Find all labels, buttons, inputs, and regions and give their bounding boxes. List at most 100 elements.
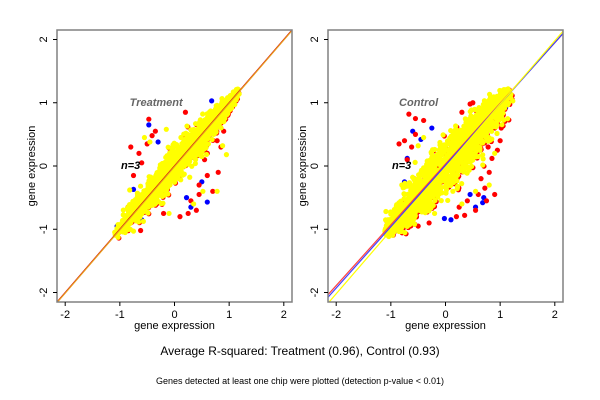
data-point-yellow [187,137,193,143]
data-point-yellow [510,98,516,104]
data-point-yellow [486,91,493,97]
data-point-yellow [184,132,190,138]
fit-yellow-line [328,30,563,302]
data-point-yellow [187,174,193,180]
data-point-yellow [206,132,212,138]
data-point-yellow [115,234,121,240]
data-point-blue [155,139,161,145]
data-point-yellow [413,176,419,182]
data-point-yellow [214,188,220,194]
data-point-red [396,141,402,147]
data-point-yellow [505,116,511,122]
data-point-yellow [417,177,423,183]
data-point-yellow [404,214,410,221]
data-point-yellow [159,171,165,177]
data-point-yellow [145,210,151,216]
control-panel-title: Control [399,97,439,109]
data-point-yellow [437,145,443,151]
data-point-yellow [209,136,215,143]
data-point-red [196,182,202,188]
data-point-yellow [180,141,186,147]
data-point-yellow [474,134,481,140]
treatment-n-annotation: n=3 [121,160,140,172]
data-point-yellow [170,142,176,148]
data-point-red [483,198,490,204]
data-point-yellow [174,143,180,149]
data-point-yellow [438,185,444,191]
data-point-yellow [470,157,476,163]
data-point-red [421,117,427,124]
data-point-yellow [483,99,489,105]
data-point-yellow [166,155,172,161]
data-point-yellow [430,187,436,194]
data-point-yellow [419,200,425,206]
data-point-yellow [418,204,424,210]
data-point-yellow [192,160,198,167]
data-point-red [472,207,479,213]
data-point-yellow [185,155,191,161]
data-point-yellow [158,163,164,169]
data-point-yellow [429,147,436,153]
data-point-yellow [178,134,184,141]
data-point-red [492,191,498,198]
r-squared-caption: Average R-squared: Treatment (0.96), Con… [160,344,439,358]
data-point-yellow [469,163,475,170]
data-point-red [128,144,134,150]
data-point-red [462,212,468,218]
data-point-yellow [491,96,498,102]
data-point-red [149,133,155,139]
data-point-yellow [442,175,448,181]
data-point-yellow [154,173,160,179]
data-point-yellow [203,151,210,158]
y-tick-label: -1 [309,224,321,234]
data-point-yellow [225,108,231,114]
data-point-yellow [185,161,192,167]
data-point-yellow [125,204,132,210]
data-point-red [409,144,415,150]
fit-blue-line [328,33,563,298]
data-point-yellow [412,159,418,165]
data-point-yellow [480,156,486,162]
data-point-yellow [419,183,425,189]
data-point-yellow [161,187,168,193]
data-point-yellow [223,99,229,105]
data-point-yellow [480,162,486,168]
data-point-yellow [136,219,142,225]
data-point-yellow [467,129,473,136]
data-point-yellow [481,131,487,137]
data-point-red [215,169,221,175]
data-point-red [482,185,488,191]
data-point-red [193,207,199,213]
data-point-yellow [454,184,461,190]
y-tick-label: 2 [38,36,50,42]
data-point-yellow [412,191,418,197]
data-point-yellow [438,198,444,204]
data-point-yellow [197,127,203,133]
data-point-yellow [176,152,182,158]
data-point-yellow [445,183,451,189]
data-point-red [453,214,460,220]
data-point-yellow [192,145,199,151]
data-point-yellow [423,172,429,178]
data-point-yellow [165,191,171,197]
treatment-fit-lines [57,30,292,302]
data-point-yellow [219,143,226,149]
data-point-yellow [440,132,446,138]
data-point-red [146,116,152,122]
data-point-yellow [166,210,172,217]
data-point-yellow [137,214,143,220]
data-point-yellow [185,144,191,150]
data-point-red [459,109,465,115]
data-point-yellow [143,194,149,201]
data-point-yellow [127,187,133,193]
data-point-yellow [431,210,438,217]
data-point-yellow [396,227,402,233]
data-point-yellow [120,212,126,218]
control-axes: -2 -1 0 1 2 -2 -1 0 1 2 [309,36,558,321]
data-point-yellow [492,150,498,156]
data-point-red [412,131,419,137]
data-point-yellow [182,136,189,142]
data-point-yellow [481,108,488,115]
data-point-yellow [191,201,197,207]
